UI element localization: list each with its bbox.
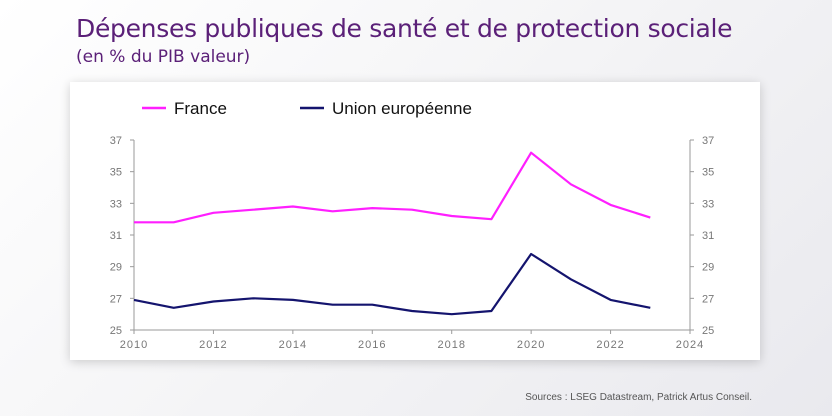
y-tick-label-right: 29 [702, 262, 714, 274]
y-tick-label-right: 25 [702, 325, 714, 337]
y-tick-label-right: 31 [702, 230, 714, 242]
x-tick-label: 2024 [676, 339, 704, 351]
y-tick-label-left: 27 [110, 293, 122, 305]
x-tick-label: 2018 [437, 339, 465, 351]
y-tick-label-right: 35 [702, 167, 714, 179]
y-tick-label-right: 27 [702, 293, 714, 305]
y-tick-label-left: 33 [110, 198, 122, 210]
source-note: Sources : LSEG Datastream, Patrick Artus… [525, 392, 752, 403]
y-tick-label-left: 37 [110, 135, 122, 147]
series-line-eu [133, 252, 651, 316]
y-tick-label-right: 37 [702, 135, 714, 147]
x-tick-label: 2010 [120, 339, 148, 351]
chart-axes: 25 25 27 27 29 29 31 31 33 33 35 35 37 37 2010 2012 2014… [110, 135, 715, 351]
y-tick-label-left: 35 [110, 167, 122, 179]
x-tick-label: 2014 [279, 339, 307, 351]
x-tick-label: 2022 [596, 339, 624, 351]
line-chart: France Union européenne 25 25 27 27 29 29 31 31 3… [110, 99, 715, 351]
y-tick-label-left: 25 [110, 325, 122, 337]
x-tick-label: 2016 [358, 339, 386, 351]
y-tick-label-right: 33 [702, 198, 714, 210]
series-line-france [134, 151, 651, 224]
x-tick-label: 2012 [199, 339, 227, 351]
chart-subtitle: (en % du PIB valeur) [76, 47, 251, 67]
y-tick-label-left: 29 [110, 262, 122, 274]
chart-series [133, 151, 651, 316]
chart-title: Dépenses publiques de santé et de protec… [76, 14, 733, 43]
y-tick-label-left: 31 [110, 230, 122, 242]
legend-label-eu: Union européenne [332, 99, 472, 118]
legend-label-france: France [174, 99, 227, 118]
chart-panel: France Union européenne 25 25 27 27 29 29 31 31 3… [70, 82, 760, 360]
x-tick-label: 2020 [517, 339, 545, 351]
chart-legend: France Union européenne [142, 99, 472, 118]
